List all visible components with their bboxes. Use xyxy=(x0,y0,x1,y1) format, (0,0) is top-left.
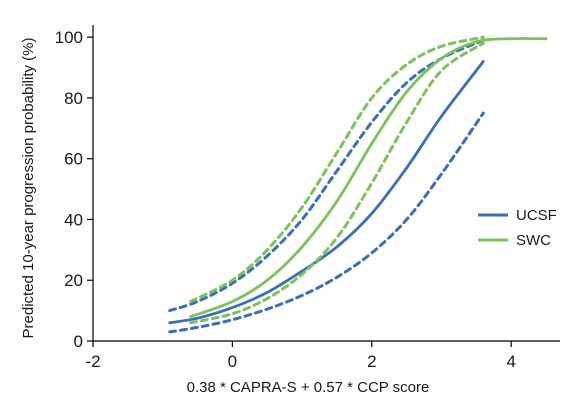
y-tick-label: 40 xyxy=(64,210,83,229)
series-ucsf-ci-lower xyxy=(168,111,485,334)
y-axis-label: Predicted 10-year progression probabilit… xyxy=(20,38,37,339)
series-swc-ci-upper xyxy=(189,35,485,303)
x-axis-label: 0.38 * CAPRA-S + 0.57 * CCP score xyxy=(187,379,430,396)
plot-curves xyxy=(168,35,548,334)
series-ucsf-ci-upper xyxy=(168,38,485,313)
y-tick-label: 20 xyxy=(64,271,83,290)
y-tick-label: 0 xyxy=(74,332,83,351)
series-ucsf-estimate xyxy=(168,60,485,325)
legend: UCSF SWC xyxy=(478,207,557,249)
x-tick-label: 4 xyxy=(506,352,515,371)
legend-label-ucsf: UCSF xyxy=(516,207,557,224)
series-swc-ci-lower xyxy=(189,41,485,325)
x-tick-label: 2 xyxy=(367,352,376,371)
legend-label-swc: SWC xyxy=(516,232,551,249)
y-tick-label: 100 xyxy=(55,28,83,47)
y-tick-label: 80 xyxy=(64,89,83,108)
x-tick-label: -2 xyxy=(85,352,100,371)
x-tick-label: 0 xyxy=(228,352,237,371)
series-swc-estimate xyxy=(189,37,548,319)
y-tick-label: 60 xyxy=(64,150,83,169)
